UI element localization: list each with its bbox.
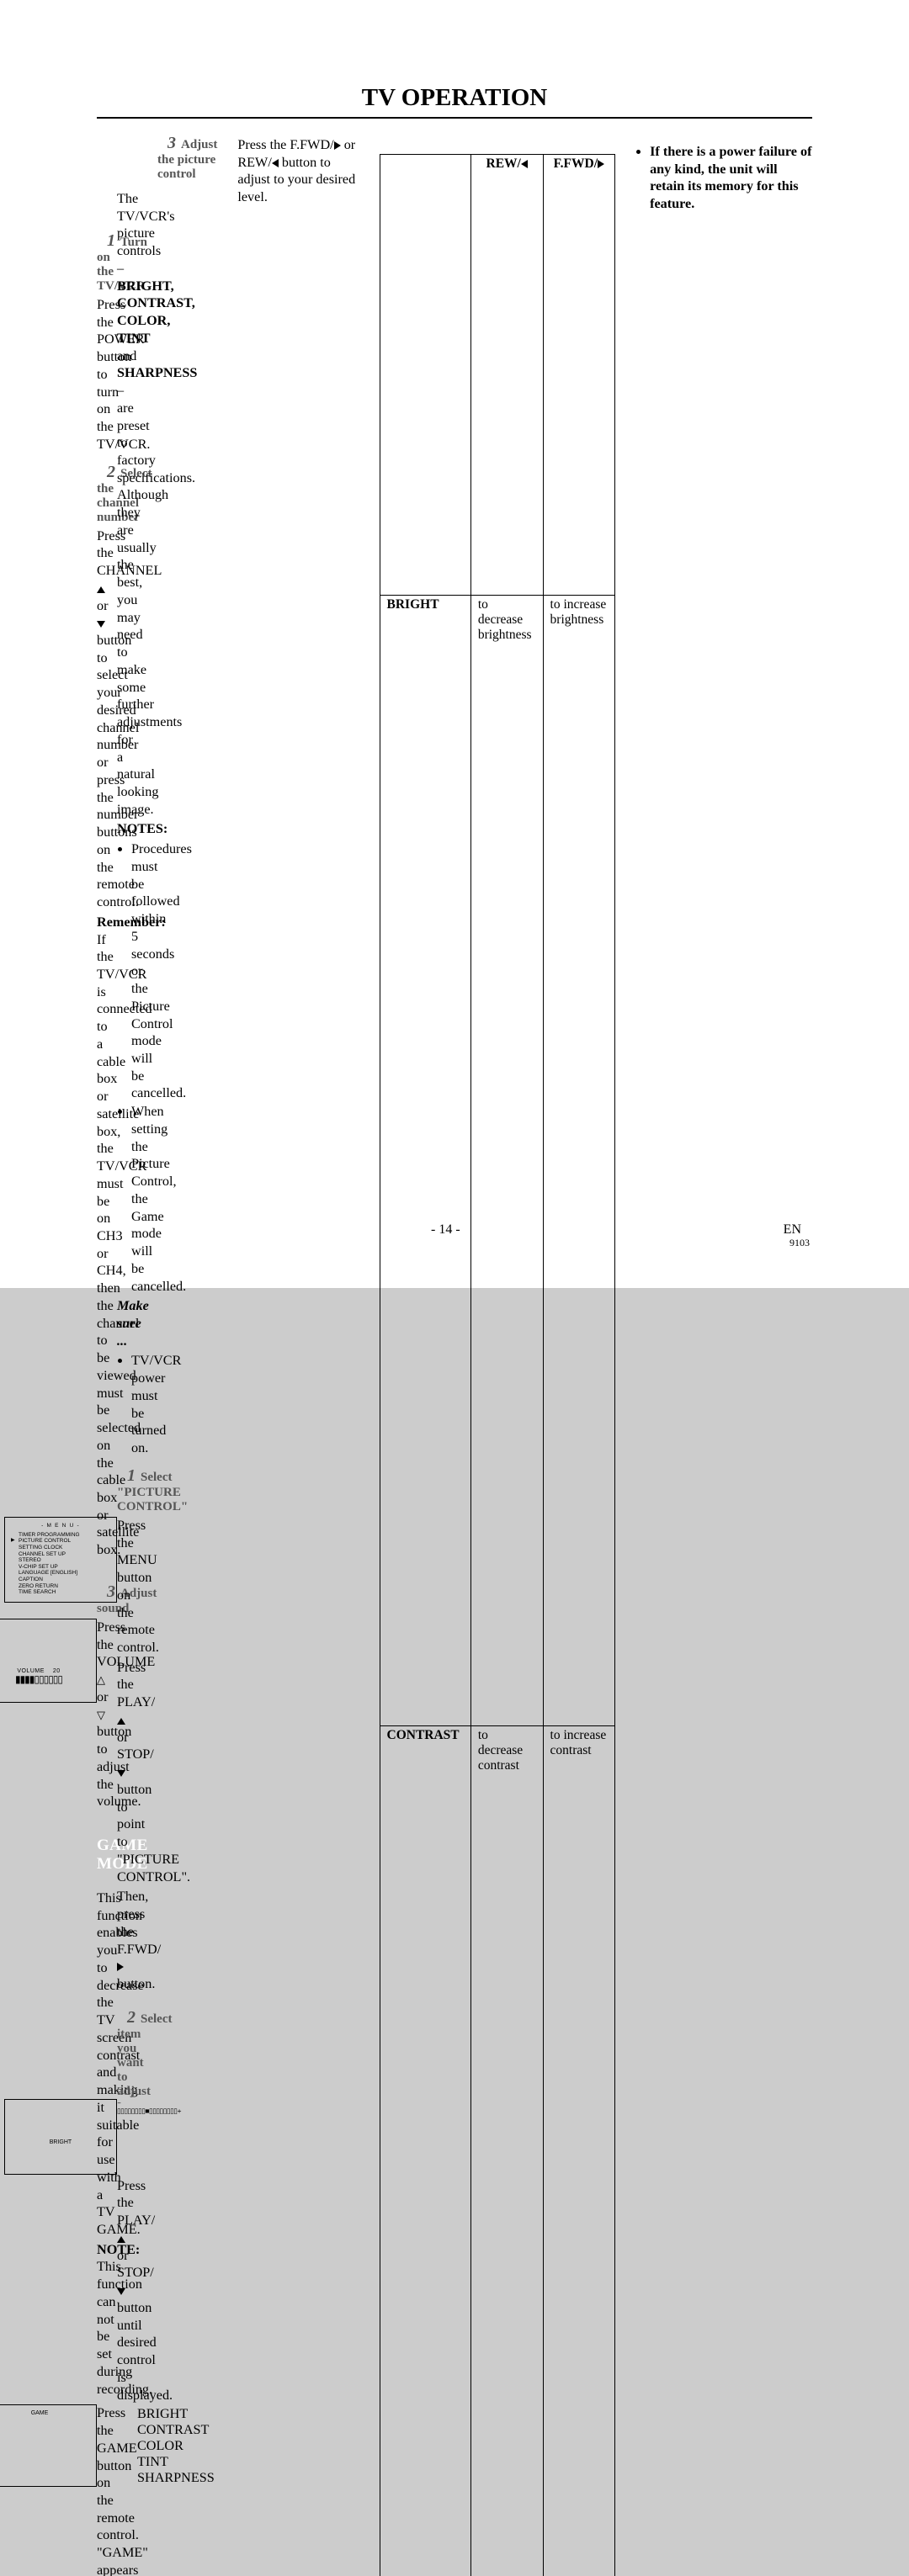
table-row: BRIGHTto decrease brightnessto increase … bbox=[380, 596, 615, 1726]
picture-footnote-text: If there is a power failure of any kind,… bbox=[650, 143, 812, 213]
osd-menu-items: TIMER PROGRAMMINGPICTURE CONTROLSETTING … bbox=[8, 1532, 113, 1597]
triangle-right-icon bbox=[334, 141, 341, 150]
triangle-right-icon bbox=[117, 1963, 124, 1971]
triangle-down-icon bbox=[117, 1770, 125, 1777]
picture-step3: 3Adjust the picture control bbox=[157, 134, 217, 2576]
table-header-ffwd: F.FWD/ bbox=[543, 155, 615, 596]
osd-volume-val: 20 bbox=[53, 1668, 61, 1674]
osd-menu-item: PICTURE CONTROL bbox=[8, 1538, 113, 1545]
triangle-up-icon bbox=[117, 1718, 125, 1725]
table-header-row: REW/ F.FWD/ bbox=[380, 155, 615, 596]
osd-menu-item: SETTING CLOCK bbox=[8, 1545, 113, 1551]
txt: button. bbox=[117, 1976, 155, 1991]
osd-menu-item: TIMER PROGRAMMING bbox=[8, 1532, 113, 1539]
title-rule bbox=[97, 117, 812, 119]
osd-menu: - M E N U - TIMER PROGRAMMINGPICTURE CON… bbox=[4, 1517, 117, 1603]
osd-menu-item: CHANNEL SET UP bbox=[8, 1551, 113, 1558]
txt: Press the F.FWD/ or REW/ button to adjus… bbox=[237, 136, 359, 2576]
page-lang: EN bbox=[784, 1222, 801, 1238]
osd-game: GAME bbox=[0, 2404, 97, 2487]
page-footer: - 14 - EN 9103 bbox=[0, 1222, 909, 1238]
page-number: - 14 - bbox=[108, 1222, 784, 1238]
triangle-right-icon bbox=[598, 160, 604, 168]
picture-step3-label: Adjust the picture control bbox=[157, 138, 217, 181]
table-cell-label: CONTRAST bbox=[380, 1726, 470, 2576]
columns: WATCHING A TV PROGRAM 1Turn on the TV/VC… bbox=[97, 134, 812, 2576]
osd-volume-bar: ▮▮▮▮▯▯▯▯▯▯ bbox=[0, 1675, 96, 1685]
table-header-empty bbox=[380, 155, 470, 596]
osd-menu-item: ZERO RETURN bbox=[8, 1583, 113, 1590]
picture-footnote: If there is a power failure of any kind,… bbox=[635, 142, 812, 2576]
txt: or STOP/ bbox=[117, 1730, 154, 1762]
osd-game-label: GAME bbox=[31, 2410, 49, 2416]
table-cell-ffwd: to increase contrast bbox=[543, 1726, 615, 2576]
triangle-up-icon bbox=[97, 586, 105, 593]
table-row: CONTRASTto decrease contrastto increase … bbox=[380, 1726, 615, 2576]
table-cell-rew: to decrease brightness bbox=[470, 596, 543, 1726]
osd-bright: BRIGHT bbox=[4, 2099, 117, 2175]
osd-bright-label: BRIGHT bbox=[5, 2139, 116, 2148]
txt: Press the PLAY/ bbox=[117, 2178, 155, 2228]
table-body: BRIGHTto decrease brightnessto increase … bbox=[380, 596, 615, 2576]
osd-menu-item: STEREO bbox=[8, 1557, 113, 1564]
osd-volume-label: VOLUME bbox=[17, 1668, 45, 1674]
txt: F.FWD/ bbox=[554, 156, 598, 171]
txt: or bbox=[97, 598, 108, 613]
txt: Press the F.FWD/ bbox=[237, 137, 333, 152]
osd-menu-item: V-CHIP SET UP bbox=[8, 1564, 113, 1571]
triangle-up-icon bbox=[117, 2236, 125, 2243]
triangle-left-icon bbox=[272, 159, 279, 167]
osd-volume: VOLUME 20 ▮▮▮▮▯▯▯▯▯▯ bbox=[0, 1619, 97, 1703]
table-header-rew: REW/ bbox=[470, 155, 543, 596]
table-cell-rew: to decrease contrast bbox=[470, 1726, 543, 2576]
triangle-down-icon bbox=[117, 2288, 125, 2295]
osd-menu-title: - M E N U - bbox=[8, 1523, 113, 1529]
txt: Then, press the F.FWD/ bbox=[117, 1889, 161, 1956]
picture-table: REW/ F.FWD/ BRIGHTto decrease brightness… bbox=[380, 154, 616, 2576]
txt: and bbox=[117, 348, 136, 363]
txt: or bbox=[97, 1689, 108, 1704]
osd-menu-item: CAPTION bbox=[8, 1577, 113, 1583]
picture-makesure: TV/VCR power must be turned on. bbox=[117, 1352, 131, 1456]
page-title: TV OPERATION bbox=[97, 84, 812, 112]
table-cell-ffwd: to increase brightness bbox=[543, 596, 615, 1726]
page-code: 9103 bbox=[789, 1237, 810, 1249]
triangle-down-icon bbox=[97, 621, 105, 628]
page: TV OPERATION WATCHING A TV PROGRAM 1Turn… bbox=[0, 0, 909, 1288]
osd-menu-item: TIME SEARCH bbox=[8, 1589, 113, 1596]
table-cell-label: BRIGHT bbox=[380, 596, 470, 1726]
triangle-left-icon bbox=[521, 160, 528, 168]
osd-menu-item: LANGUAGE [ENGLISH] bbox=[8, 1570, 113, 1577]
txt: REW/ bbox=[486, 156, 521, 171]
